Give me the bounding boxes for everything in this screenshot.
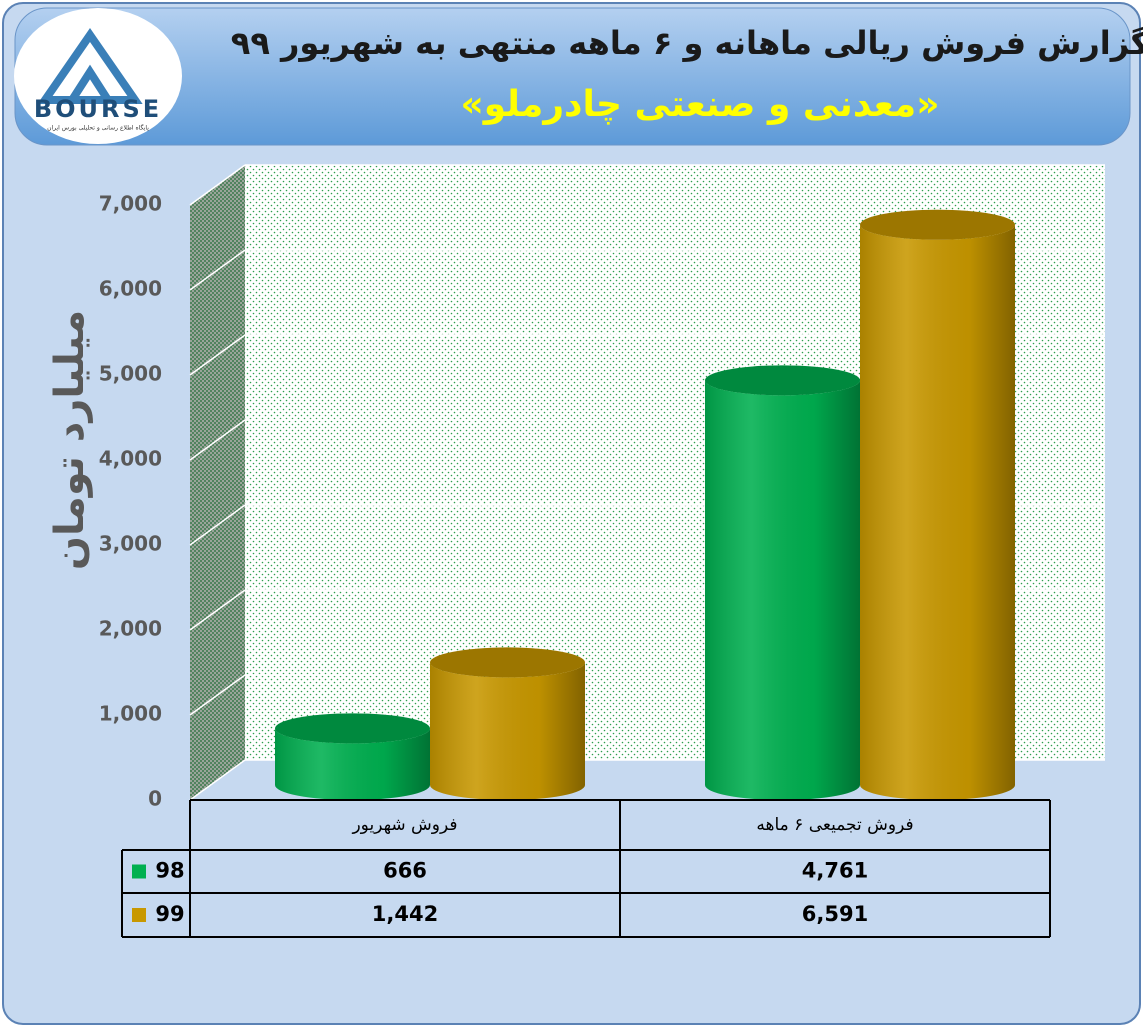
table-value: 4,761 [802,859,868,883]
logo-caption: پایگاه اطلاع رسانی و تحلیلی بورس ایران [47,124,149,132]
logo-text: BOURSE [34,95,162,123]
legend-label: 98 [155,859,184,883]
cylinder-shading [430,662,585,801]
grid-line-side [189,589,246,631]
y-tick-label: 4,000 [99,447,162,471]
table-value: 666 [383,859,427,883]
legend-swatch [132,864,146,879]
table-value: 1,442 [372,902,438,926]
grid-line-side [189,504,246,546]
cylinder-top [705,365,860,396]
chart-title: گزارش فروش ریالی ماهانه و ۶ ماهه منتهی ب… [231,24,1143,62]
cylinder-top-shade [275,713,430,744]
x-tick-label: فروش شهریور [351,815,457,835]
logo-bg [14,8,182,144]
table-value: 6,591 [802,902,868,926]
cylinder-shading [860,224,1015,801]
cylinder-top [275,713,430,744]
grid-line-side [189,334,246,376]
y-tick-label: 2,000 [99,617,162,641]
grid-line-side [189,249,246,291]
y-tick-label: 6,000 [99,277,162,301]
cylinder-top-shade [430,647,585,678]
grid-line-side [189,164,246,206]
side-wall [190,165,245,800]
x-tick-label: فروش تجمیعی ۶ ماهه [756,815,913,835]
legend-swatch [132,908,146,922]
y-tick-label: 0 [148,787,162,811]
chart-subtitle: «معدنی و صنعتی چادرملو» [461,84,940,125]
cylinder-top [860,209,1015,240]
y-tick-label: 5,000 [99,362,162,386]
y-tick-label: 3,000 [99,532,162,556]
cylinder-top [430,647,585,678]
cylinder-top-shade [860,209,1015,240]
y-tick-label: 7,000 [99,192,162,216]
legend-label: 99 [155,902,184,926]
y-tick-label: 1,000 [99,702,162,726]
cylinder-top-shade [705,365,860,396]
cylinder-shading [275,728,430,801]
grid-line-side [189,419,246,461]
grid-line-side [189,759,246,801]
logo-icon [37,27,143,104]
y-axis-label: میلیارد تومان [47,310,93,570]
grid-line-side [189,674,246,716]
cylinder-shading [705,380,860,801]
